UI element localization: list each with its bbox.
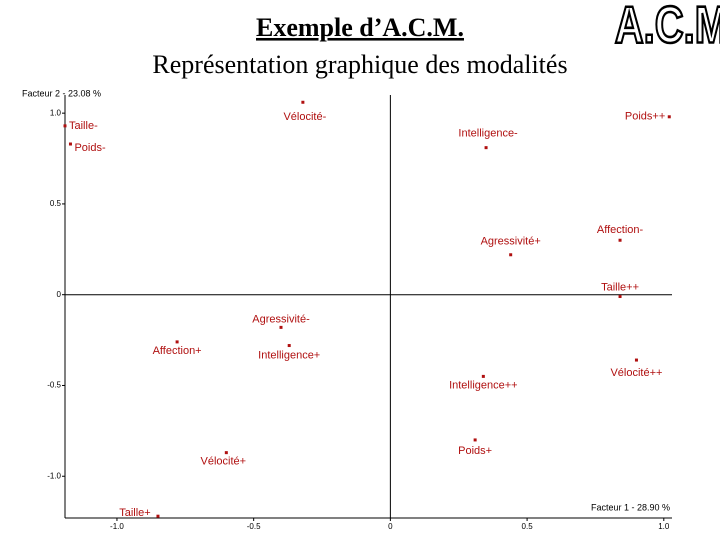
point-label: Vélocité-: [283, 111, 326, 123]
point-label: Taille+: [119, 507, 151, 519]
point-label: Intelligence+: [258, 349, 320, 361]
y-tick-label: 0.5: [50, 199, 62, 208]
y-tick-label: -0.5: [47, 381, 61, 390]
chart-subtitle: Représentation graphique des modalités: [152, 50, 567, 79]
x-tick-label: -0.5: [247, 522, 261, 531]
chart-title: Exemple d’A.C.M.: [256, 13, 464, 42]
point-label: Taille++: [601, 281, 639, 293]
point-label: Agressivité-: [252, 313, 310, 325]
point: [481, 374, 485, 378]
x-tick-label: -1.0: [110, 522, 124, 531]
point: [484, 146, 488, 150]
point: [175, 340, 179, 344]
point: [667, 115, 671, 119]
y-tick-label: 0: [57, 290, 62, 299]
point: [618, 295, 622, 299]
point: [63, 124, 67, 128]
point-label: Taille-: [69, 120, 98, 132]
point: [279, 325, 283, 329]
point-label: Intelligence-: [458, 128, 518, 140]
point: [509, 253, 513, 257]
point: [224, 451, 228, 455]
x-axis-label: Facteur 1 - 28.90 %: [591, 502, 670, 512]
point-label: Affection-: [597, 224, 644, 236]
point-label: Poids+: [458, 445, 492, 457]
point-label: Vélocité++: [610, 367, 662, 379]
x-tick-label: 0: [388, 522, 393, 531]
y-tick-label: 1.0: [50, 108, 62, 117]
point: [287, 344, 291, 348]
point-label: Affection+: [153, 345, 202, 357]
x-tick-label: 1.0: [658, 522, 670, 531]
point-label: Poids-: [74, 142, 106, 154]
point-label: Vélocité+: [201, 456, 247, 468]
point: [634, 358, 638, 362]
point: [618, 238, 622, 242]
logo: A.C.M.: [615, 0, 720, 54]
point: [473, 438, 477, 442]
point-label: Poids++: [625, 111, 665, 123]
point-label: Intelligence++: [449, 379, 518, 391]
point: [68, 142, 72, 146]
point-label: Agressivité+: [481, 236, 541, 248]
point: [301, 100, 305, 104]
point: [156, 514, 160, 518]
y-axis-label: Facteur 2 - 23.08 %: [22, 88, 101, 98]
y-tick-label: -1.0: [47, 471, 61, 480]
x-tick-label: 0.5: [522, 522, 534, 531]
